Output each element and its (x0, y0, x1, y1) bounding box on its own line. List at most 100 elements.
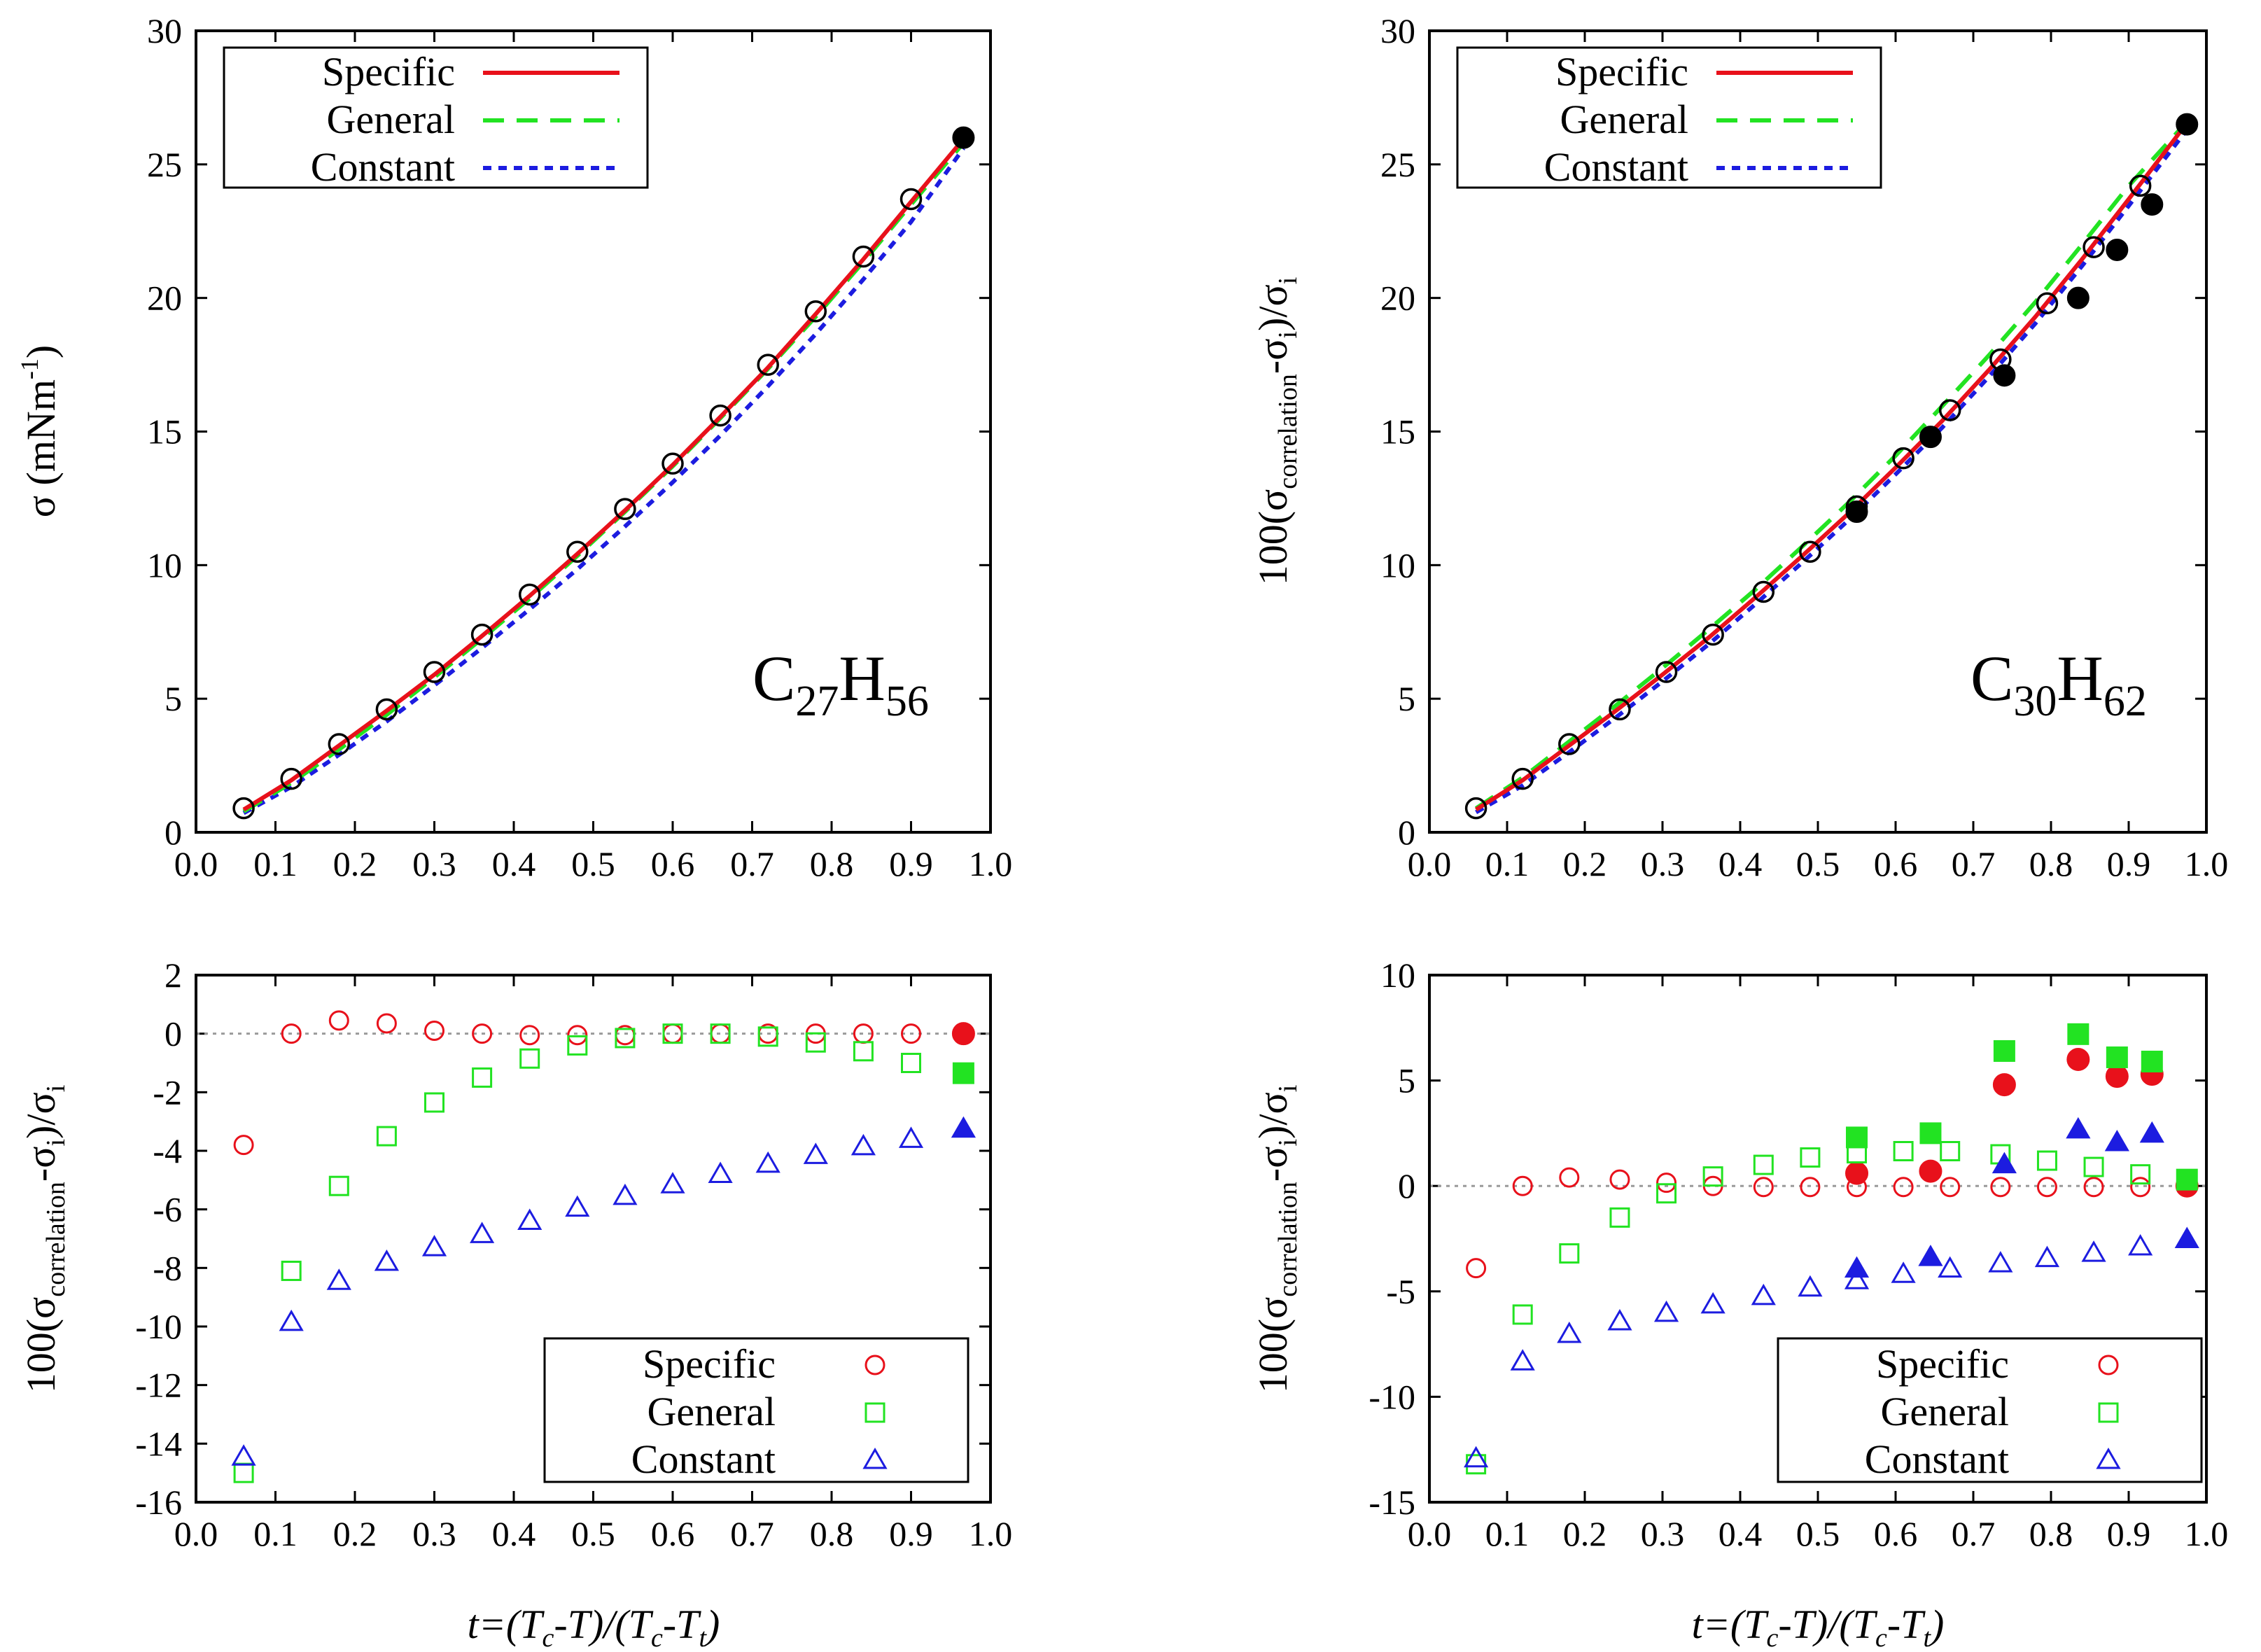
y-tick-label: 10 (1380, 955, 1415, 995)
point-constant (1656, 1303, 1677, 1321)
y-tick-label: -10 (135, 1307, 182, 1346)
legend-label-specific: Specific (1555, 49, 1688, 94)
point-general (854, 1042, 872, 1060)
point-general (1801, 1149, 1819, 1167)
svg-text:σ (mNm-1): σ (mNm-1) (15, 345, 64, 518)
legend-bottom-right: Specific General Constant (1778, 1338, 2202, 1482)
point-constant (2130, 1236, 2151, 1254)
x-tick-label: 0.2 (1563, 1514, 1607, 1553)
x-axis-label-bottom-left: t=(Tc-T)/(Tc-Tt) (468, 1602, 720, 1652)
point-specific (1754, 1178, 1772, 1196)
point-constant (233, 1446, 254, 1464)
point-constant (662, 1174, 683, 1192)
data-point-filled (1920, 426, 1941, 447)
point-filled-general (2068, 1024, 2088, 1044)
x-tick-label: 0.6 (651, 844, 695, 883)
data-point-filled (2106, 239, 2127, 260)
point-constant (376, 1252, 397, 1270)
point-specific (377, 1014, 396, 1032)
point-filled-general (1847, 1128, 1867, 1147)
y-tick-label: 5 (1398, 679, 1415, 718)
y-tick-label: 25 (1380, 145, 1415, 184)
point-constant (519, 1210, 540, 1228)
point-filled-constant (1920, 1247, 1941, 1265)
y-tick-label: -15 (1368, 1483, 1415, 1522)
legend-label-specific: Specific (322, 49, 455, 94)
point-filled-general (1994, 1041, 2014, 1060)
figure: 0.0 0.1 0.2 0.3 0.4 0.5 0.6 0.7 0.8 0.9 1.00510152… (0, 0, 2261, 1652)
point-general (473, 1068, 491, 1086)
legend-label-constant: Constant (311, 144, 455, 190)
y-tick-label: -12 (135, 1366, 182, 1405)
y-tick-label: -10 (1368, 1377, 1415, 1416)
point-general (282, 1262, 300, 1280)
point-specific (568, 1026, 587, 1044)
point-specific (2038, 1178, 2056, 1196)
point-specific (1801, 1178, 1819, 1196)
point-constant (1512, 1351, 1533, 1369)
x-tick-label: 0.8 (810, 1514, 854, 1553)
point-filled-specific (2068, 1049, 2089, 1070)
x-tick-label: 0.3 (412, 1514, 456, 1553)
legend-label-constant: Constant (631, 1436, 776, 1482)
compound-label-top-left: C27H56 (752, 643, 929, 725)
data-point-filled (953, 127, 974, 148)
y-tick-label: -4 (153, 1131, 182, 1170)
x-tick-label: 0.8 (2029, 1514, 2073, 1553)
data-point-filled (2176, 114, 2197, 135)
point-general (902, 1054, 920, 1072)
point-constant (710, 1164, 731, 1182)
point-general (1560, 1245, 1578, 1263)
legend-top-left: Specific General Constant (224, 48, 648, 190)
x-tick-label: 0.4 (492, 1514, 536, 1553)
y-tick-label: 30 (147, 11, 182, 50)
data-point-filled (2068, 288, 2089, 309)
x-tick-label: 0.3 (1641, 844, 1685, 883)
point-filled-constant (953, 1119, 974, 1137)
point-general (2038, 1152, 2056, 1170)
y-tick-label: 10 (1380, 545, 1415, 584)
point-general (1894, 1142, 1912, 1161)
y-tick-label: -16 (135, 1483, 182, 1522)
point-constant (1559, 1324, 1580, 1342)
point-general (568, 1036, 587, 1054)
y-tick-label: 10 (147, 545, 182, 584)
point-constant (567, 1198, 588, 1216)
x-tick-label: 0.4 (1718, 1514, 1763, 1553)
point-constant (1466, 1448, 1487, 1466)
data-point-filled (1847, 501, 1868, 522)
point-specific (521, 1026, 539, 1044)
y-tick-label: 0 (1398, 813, 1415, 852)
x-tick-label: 0.9 (889, 1514, 933, 1553)
point-specific (1611, 1170, 1629, 1189)
y-tick-label: -14 (135, 1424, 182, 1463)
x-tick-label: 0.6 (1874, 844, 1918, 883)
svg-text:100(σcorrelation-σi)/σi: 100(σcorrelation-σi)/σi (18, 1085, 71, 1394)
point-general (2085, 1158, 2103, 1176)
y-tick-label: 2 (164, 955, 182, 995)
point-filled-general (2107, 1047, 2127, 1067)
point-constant (1800, 1278, 1821, 1296)
y-tick-label: -8 (153, 1248, 182, 1287)
point-filled-specific (1994, 1074, 2015, 1096)
point-specific (234, 1136, 253, 1154)
point-general (521, 1049, 539, 1068)
panel-bottom-right: 0.0 0.1 0.2 0.3 0.4 0.5 0.6 0.7 0.8 0.9 1.0-15-10-… (1250, 955, 2228, 1652)
point-specific (1894, 1178, 1912, 1196)
point-general (426, 1093, 444, 1112)
point-filled-specific (953, 1023, 974, 1044)
point-filled-constant (1847, 1259, 1868, 1277)
point-general (330, 1177, 348, 1195)
x-tick-label: 0.7 (730, 1514, 774, 1553)
point-constant (328, 1270, 349, 1289)
point-specific (2132, 1178, 2150, 1196)
point-specific (1560, 1168, 1578, 1186)
point-specific (1658, 1174, 1676, 1192)
panel-bottom-left: 0.0 0.1 0.2 0.3 0.4 0.5 0.6 0.7 0.8 0.9 1.0 -16 -14 -… (18, 955, 1012, 1652)
x-tick-label: 1.0 (969, 844, 1013, 883)
x-tick-label: 0.5 (1796, 1514, 1840, 1553)
point-general (1754, 1156, 1772, 1174)
point-filled-specific (2106, 1066, 2127, 1087)
y-tick-label: -5 (1386, 1272, 1415, 1311)
x-tick-label: 0.8 (2029, 844, 2073, 883)
